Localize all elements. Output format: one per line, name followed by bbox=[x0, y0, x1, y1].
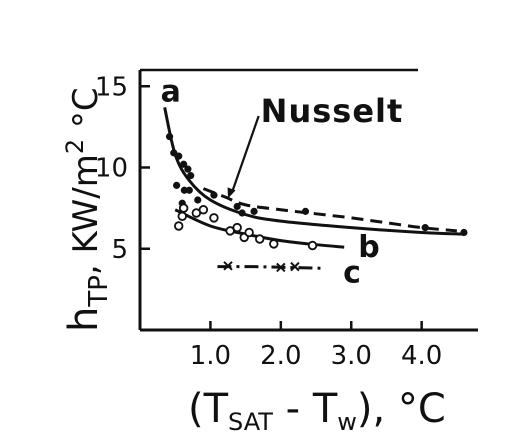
x-tick-label-3: 4.0 bbox=[401, 341, 442, 371]
point-open-1 bbox=[177, 211, 187, 221]
point-filled-2 bbox=[175, 152, 183, 160]
point-open-10 bbox=[255, 234, 265, 244]
point-crosses-1 bbox=[276, 262, 286, 273]
point-crosses-2-b bbox=[290, 261, 300, 272]
y-axis-label-units: , KW/m bbox=[66, 154, 106, 275]
label-layer: a bc Nusselt bbox=[161, 74, 404, 290]
point-open-4 bbox=[198, 205, 209, 215]
curve-label-c: c bbox=[343, 255, 361, 290]
x-tick-label-0: 1.0 bbox=[190, 341, 231, 371]
point-filled-11 bbox=[210, 191, 218, 199]
x-axis-label-w: w bbox=[337, 408, 357, 435]
point-filled-13 bbox=[238, 209, 246, 217]
annotation-arrow-line-0 bbox=[230, 115, 260, 193]
x-tick-label-1: 2.0 bbox=[260, 341, 301, 371]
x-tick-label-2: 3.0 bbox=[331, 341, 372, 371]
axis-ticks: 5 10 15 1.0 2.0 3.0 4.0 bbox=[95, 72, 442, 371]
annotation-nusselt: Nusselt bbox=[261, 92, 404, 130]
point-filled-3 bbox=[180, 160, 188, 168]
point-open-7 bbox=[232, 222, 242, 233]
point-open-2 bbox=[178, 203, 189, 213]
point-filled-0 bbox=[165, 133, 174, 141]
annotation-arrowhead-0 bbox=[227, 187, 236, 199]
point-filled-6 bbox=[173, 181, 181, 189]
x-axis-label-close: ), °C bbox=[357, 386, 446, 432]
point-filled-12 bbox=[233, 202, 241, 211]
y-axis-label-degc: °C bbox=[66, 87, 106, 139]
y-axis-label-sup: 2 bbox=[61, 139, 89, 154]
point-open-9 bbox=[244, 227, 254, 238]
curve-label-a: a bbox=[161, 74, 181, 109]
y-axis-label-sub: TP bbox=[84, 275, 114, 308]
point-filled-10 bbox=[194, 196, 202, 204]
point-filled-14 bbox=[250, 207, 258, 215]
point-filled-4 bbox=[184, 165, 192, 173]
point-crosses-0 bbox=[223, 261, 233, 271]
point-open-5 bbox=[209, 213, 219, 223]
y-tick-label-1: 10 bbox=[95, 154, 128, 184]
marker-layer bbox=[165, 133, 468, 273]
y-tick-label-0: 5 bbox=[111, 235, 128, 265]
x-axis-label-minus: - T bbox=[273, 386, 338, 432]
point-filled-9 bbox=[185, 186, 193, 194]
point-open-0 bbox=[174, 221, 184, 231]
point-filled-17 bbox=[460, 228, 468, 237]
axis-titles: hTP, KW/m2 °C (TSAT - Tw), °C bbox=[61, 87, 446, 435]
y-axis-label-h: h bbox=[61, 307, 107, 332]
point-filled-5 bbox=[187, 172, 195, 180]
point-crosses-0-b bbox=[223, 261, 233, 271]
point-filled-15 bbox=[301, 207, 310, 215]
x-axis-label: (TSAT - Tw), °C bbox=[188, 386, 446, 435]
point-crosses-1-b bbox=[276, 262, 286, 273]
point-crosses-2 bbox=[290, 261, 300, 272]
point-filled-16 bbox=[421, 224, 429, 232]
point-open-11 bbox=[269, 239, 279, 249]
x-axis-label-open: (T bbox=[188, 386, 229, 432]
curve-nusselt bbox=[202, 187, 458, 233]
curve-label-b: b bbox=[358, 230, 379, 265]
curve-a bbox=[163, 107, 464, 236]
point-open-12 bbox=[307, 240, 318, 251]
y-axis-label: hTP, KW/m2 °C bbox=[61, 87, 114, 332]
curve-c bbox=[217, 265, 324, 270]
x-axis-label-sat: SAT bbox=[228, 408, 273, 435]
y-tick-label-2: 15 bbox=[95, 72, 128, 102]
point-filled-7 bbox=[180, 186, 188, 194]
